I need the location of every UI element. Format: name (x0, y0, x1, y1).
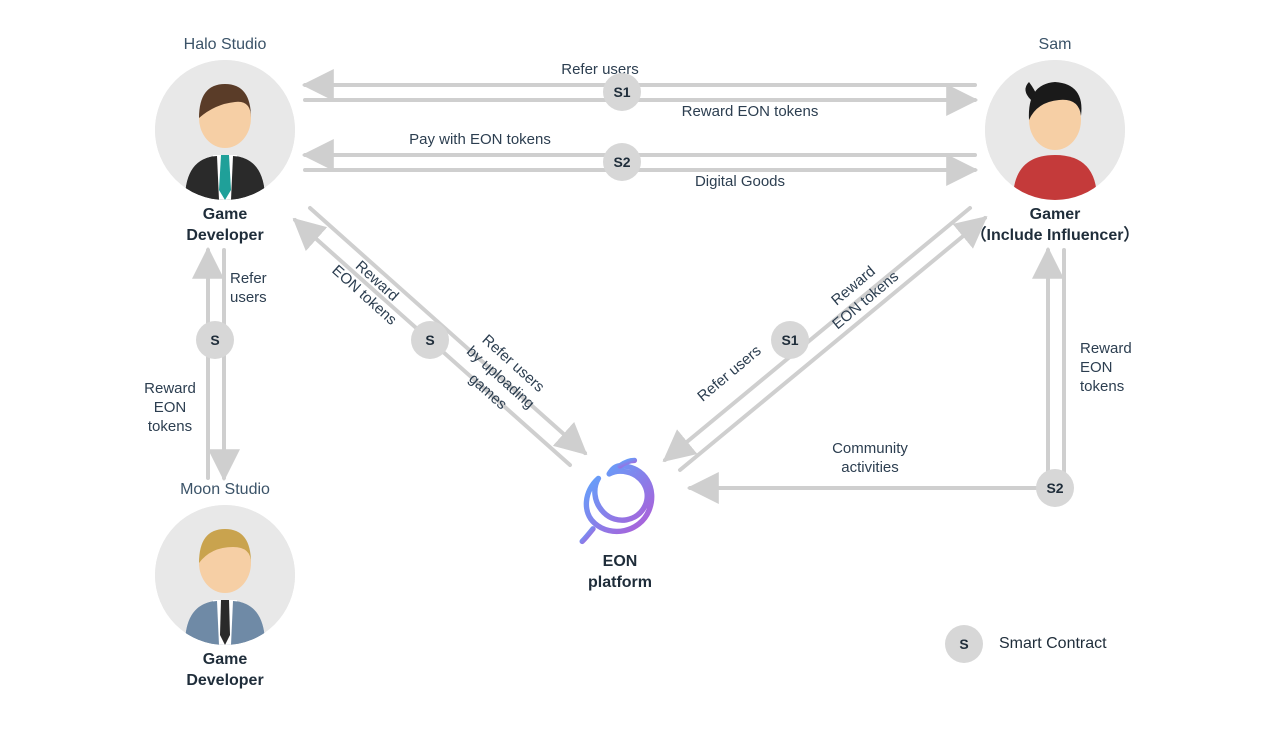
caption-text: Halo Studio (150, 35, 300, 56)
label-reward-tokens-diag2: Reward EON tokens (794, 234, 925, 353)
title-line2: platform (560, 573, 680, 594)
caption-text: Sam (980, 35, 1130, 56)
badge-s-diag: S (411, 321, 449, 359)
eon-logo-icon (575, 455, 665, 545)
title-line2: （Include Influencer） (940, 226, 1170, 247)
title-line2: Developer (150, 671, 300, 692)
label-reward-tokens-top: Reward EON tokens (640, 103, 860, 122)
badge-s-vert: S (196, 321, 234, 359)
label-refer-upload: Refer users by uploading games (422, 304, 579, 453)
caption-text: Moon Studio (150, 480, 300, 501)
avatar-sam (985, 60, 1125, 200)
title-line1: Game (150, 205, 300, 226)
legend: S Smart Contract (945, 625, 1107, 663)
label-refer-users-vert: Refer users (230, 270, 310, 308)
edge-sam-eon-b (680, 218, 985, 470)
title-line1: Gamer (940, 205, 1170, 226)
legend-badge: S (945, 625, 983, 663)
caption-halo: Halo Studio (150, 35, 300, 58)
title-line1: Game (150, 650, 300, 671)
avatar-moon (155, 505, 295, 645)
title-halo: Game Developer (150, 205, 300, 247)
title-line2: Developer (150, 226, 300, 247)
label-community: Community activities (790, 440, 950, 478)
diagram-stage: Halo Studio Game Developer Sam Gamer （In… (0, 0, 1280, 733)
label-pay-tokens: Pay with EON tokens (370, 131, 590, 150)
badge-s1-diag: S1 (771, 321, 809, 359)
label-reward-tokens-vert: Reward EON tokens (130, 380, 210, 436)
badge-s2-top: S2 (603, 143, 641, 181)
title-eon: EON platform (560, 552, 680, 594)
label-digital-goods: Digital Goods (640, 173, 840, 192)
badge-s2-comm: S2 (1036, 469, 1074, 507)
caption-moon: Moon Studio (150, 480, 300, 503)
title-line1: EON (560, 552, 680, 573)
caption-sam: Sam (980, 35, 1130, 58)
title-sam: Gamer （Include Influencer） (940, 205, 1170, 247)
label-refer-users-top: Refer users (500, 61, 700, 80)
legend-label: Smart Contract (999, 635, 1107, 653)
title-moon: Game Developer (150, 650, 300, 692)
avatar-halo (155, 60, 295, 200)
badge-s1-top: S1 (603, 73, 641, 111)
label-reward-tokens-vert2: Reward EON tokens (1080, 340, 1170, 396)
